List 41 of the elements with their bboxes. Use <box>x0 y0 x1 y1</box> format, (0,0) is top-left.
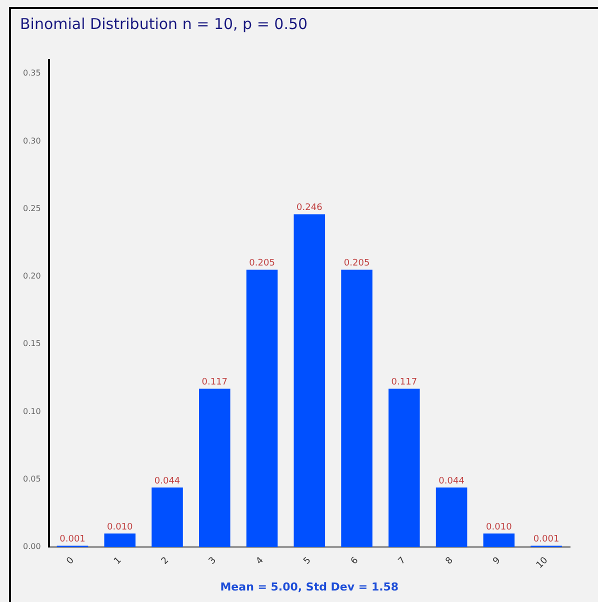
bar <box>294 214 326 548</box>
data-label: 0.010 <box>107 522 134 532</box>
y-tick-label: 0.00 <box>23 542 41 552</box>
data-label: 0.001 <box>533 534 560 545</box>
y-tick-label: 0.35 <box>23 68 41 78</box>
data-label: 0.205 <box>249 258 275 269</box>
x-tick-label: 5 <box>302 556 314 567</box>
data-label: 0.044 <box>154 476 180 486</box>
bar <box>104 534 136 548</box>
data-label: 0.117 <box>391 378 418 388</box>
x-tick-label: 1 <box>112 556 124 567</box>
y-tick-label: 0.20 <box>23 272 41 281</box>
data-label: 0.205 <box>344 258 370 269</box>
x-tick-label: 10 <box>534 555 550 571</box>
x-axis-title: Mean = 5.00, Std Dev = 1.58 <box>220 580 399 594</box>
x-tick-label: 9 <box>492 555 503 567</box>
x-tick-label: 0 <box>65 555 76 567</box>
data-label: 0.010 <box>486 522 512 532</box>
x-tick-label: 2 <box>160 556 172 567</box>
bar <box>152 488 183 548</box>
data-label: 0.044 <box>438 476 465 486</box>
x-tick-label: 8 <box>444 555 456 567</box>
bar <box>483 534 515 548</box>
chart-title: Binomial Distribution n = 10, p = 0.50 <box>20 14 308 33</box>
y-tick-label: 0.15 <box>23 339 41 348</box>
bar <box>388 388 420 548</box>
data-label: 0.246 <box>296 203 323 214</box>
y-tick-label: 0.10 <box>23 406 41 416</box>
y-tick-label: 0.30 <box>23 136 41 146</box>
y-tick-label: 0.25 <box>23 204 41 213</box>
data-label: 0.001 <box>60 534 86 545</box>
x-tick-label: 4 <box>254 555 266 567</box>
bar <box>199 388 230 548</box>
bar <box>246 270 278 548</box>
bar <box>341 270 372 548</box>
bar <box>436 488 468 548</box>
x-tick-label: 6 <box>349 555 361 567</box>
x-tick-label: 3 <box>207 556 218 567</box>
data-label: 0.117 <box>202 378 228 388</box>
y-tick-label: 0.05 <box>23 474 41 484</box>
x-tick-label: 7 <box>396 556 408 567</box>
